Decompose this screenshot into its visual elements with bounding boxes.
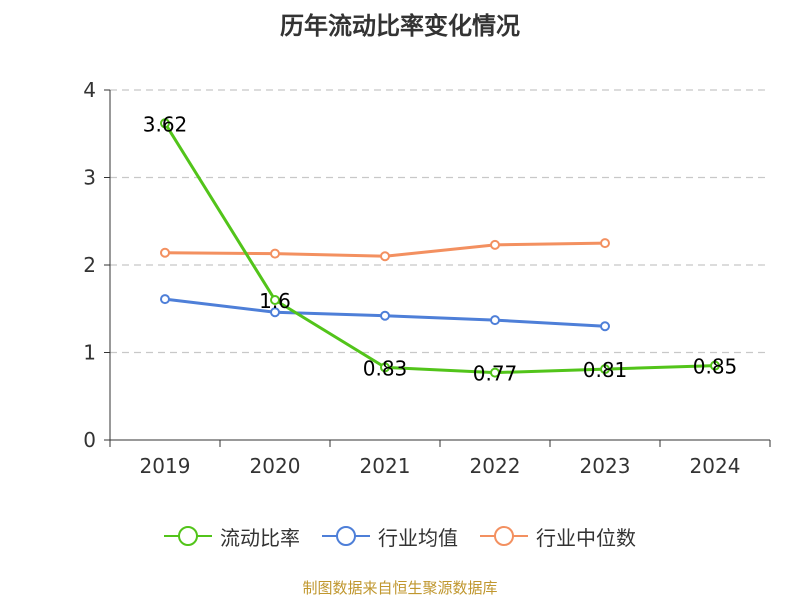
chart-title: 历年流动比率变化情况 [280, 12, 520, 40]
data-label: 3.62 [143, 112, 188, 136]
legend-marker-icon [164, 526, 212, 546]
x-tick-label: 2024 [690, 454, 741, 478]
legend-item-industry-median[interactable]: 行业中位数 [480, 522, 636, 551]
legend-marker-icon [322, 526, 370, 546]
data-label: 0.77 [473, 362, 518, 386]
data-point [600, 321, 610, 332]
y-tick-label: 2 [83, 253, 96, 277]
data-point [710, 360, 720, 371]
data-point [490, 367, 500, 378]
data-label: 1.6 [259, 289, 291, 313]
data-labels: 3.62 1.6 0.83 0.77 0.81 0.85 [143, 112, 738, 385]
data-label: 0.81 [583, 358, 628, 382]
data-point [160, 294, 170, 305]
data-point [600, 238, 610, 249]
data-point [270, 295, 280, 305]
data-point [270, 307, 280, 318]
legend-label: 行业中位数 [536, 525, 636, 550]
data-label: 0.83 [363, 356, 408, 380]
legend-item-current-ratio[interactable]: 流动比率 [164, 522, 300, 551]
data-point [160, 247, 170, 258]
legend-label: 流动比率 [220, 525, 300, 550]
data-point [380, 251, 390, 262]
data-point [490, 315, 500, 326]
y-tick-label: 0 [83, 428, 96, 452]
y-tick-label: 3 [83, 166, 96, 190]
data-label: 0.85 [693, 355, 738, 379]
data-point [380, 310, 390, 321]
grid-lines [110, 89, 770, 354]
legend-item-industry-mean[interactable]: 行业均值 [322, 522, 458, 551]
data-point [490, 239, 500, 250]
data-point [270, 248, 280, 259]
data-point [600, 364, 610, 375]
data-point [160, 118, 170, 129]
x-tick-label: 2020 [250, 454, 301, 478]
y-tick-label: 4 [83, 78, 96, 102]
y-tick-label: 1 [83, 341, 96, 365]
x-tick-label: 2022 [470, 454, 521, 478]
data-point [380, 362, 390, 373]
legend-label: 行业均值 [378, 525, 458, 550]
legend: 流动比率 行业均值 行业中位数 [0, 518, 800, 554]
series [160, 118, 720, 378]
x-tick-label: 2021 [360, 454, 411, 478]
source-note: 制图数据来自恒生聚源数据库 [302, 579, 498, 597]
legend-marker-icon [480, 526, 528, 546]
series-line-0 [163, 122, 716, 375]
x-tick-label: 2023 [580, 454, 631, 478]
axis-ticks: 0 1 2 3 4 2019 2020 2021 2022 2023 2024 [83, 78, 771, 478]
x-tick-label: 2019 [140, 454, 191, 478]
